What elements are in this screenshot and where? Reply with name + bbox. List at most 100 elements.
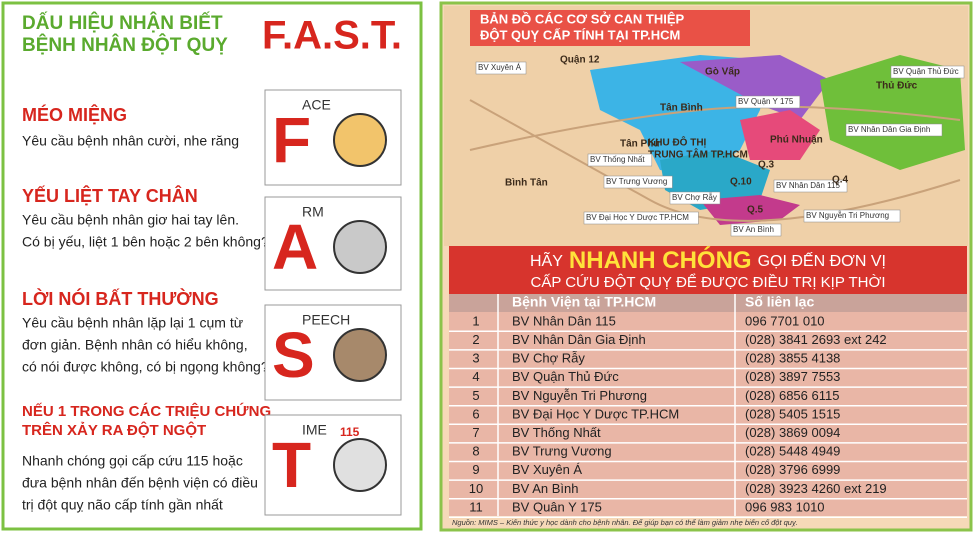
phone-number: (028) 3796 6999 bbox=[745, 462, 840, 477]
hospital-label-bg bbox=[603, 175, 673, 189]
row-number: 7 bbox=[472, 425, 479, 440]
hospital-label-bg bbox=[730, 223, 782, 237]
letter-word: IME bbox=[302, 422, 327, 438]
hospital-label: BV Chợ Rẫy bbox=[672, 193, 717, 202]
row-number: 8 bbox=[472, 444, 479, 459]
panel-title: DẤU HIỆU NHẬN BIẾT bbox=[22, 12, 223, 34]
hospital-label: BV Quận Thủ Đức bbox=[893, 67, 959, 76]
banner-line: HÃY NHANH CHÓNG GỌI ĐẾN ĐƠN VỊ bbox=[530, 246, 886, 274]
banner bbox=[449, 246, 967, 294]
map-title-box bbox=[470, 10, 750, 46]
phone-number: (028) 3897 7553 bbox=[745, 369, 840, 384]
big-letter: S bbox=[272, 319, 315, 391]
section-heading: TRÊN XẢY RA ĐỘT NGỘT bbox=[22, 421, 206, 439]
hospital-label: BV Xuyên Á bbox=[478, 63, 522, 72]
section-heading: LỜI NÓI BẤT THƯỜNG bbox=[22, 288, 219, 309]
section-heading: NẾU 1 TRONG CÁC TRIỆU CHỨNG bbox=[22, 402, 271, 420]
section-heading: MÉO MIỆNG bbox=[22, 104, 127, 125]
hospital-name: BV Xuyên Á bbox=[512, 462, 582, 477]
section-heading: YẾU LIỆT TAY CHÂN bbox=[22, 185, 198, 206]
big-letter: T bbox=[272, 429, 311, 501]
hospital-label-bg bbox=[587, 153, 653, 167]
hospital-label-bg bbox=[890, 65, 965, 79]
phone-number: (028) 6856 6115 bbox=[745, 388, 839, 403]
illustration bbox=[333, 220, 387, 274]
brand: F.A.S.T. bbox=[262, 14, 402, 58]
district-label: Bình Tân bbox=[505, 178, 548, 189]
hospital-name: BV Nhân Dân 115 bbox=[512, 313, 616, 328]
banner-line: CẤP CỨU ĐỘT QUỴ ĐỂ ĐƯỢC ĐIỀU TRỊ KỊP THỜ… bbox=[530, 273, 885, 291]
phone-number: 096 983 1010 bbox=[745, 499, 825, 514]
phone-number: (028) 3923 4260 ext 219 bbox=[745, 481, 887, 496]
section-body: Yêu cầu bệnh nhân giơ hai tay lên. bbox=[22, 212, 239, 228]
section-body: đơn giản. Bệnh nhân có hiểu không, bbox=[22, 337, 248, 353]
district-label: TRUNG TÂM TP.HCM bbox=[648, 148, 748, 161]
phone-number: (028) 3855 4138 bbox=[745, 351, 840, 366]
district bbox=[740, 110, 820, 160]
illustration bbox=[333, 438, 387, 492]
hospital-label: BV Nhân Dân 115 bbox=[776, 181, 840, 190]
big-letter: F bbox=[272, 104, 311, 176]
district-label: Thủ Đức bbox=[876, 81, 918, 92]
hospital-label-bg bbox=[669, 191, 721, 205]
section-body: trị đột quỵ não cấp tính gần nhất bbox=[22, 497, 223, 513]
district-label: Q.3 bbox=[758, 160, 775, 171]
hospital-label-bg bbox=[475, 61, 527, 75]
hospital-name: BV Trưng Vương bbox=[512, 444, 612, 459]
row-number: 5 bbox=[472, 388, 479, 403]
row-number: 11 bbox=[469, 499, 483, 514]
banner-part: HÃY bbox=[530, 250, 563, 270]
row-number: 9 bbox=[472, 462, 479, 477]
district-label: Gò Vấp bbox=[705, 66, 740, 78]
hospital-name: BV Nguyễn Tri Phương bbox=[512, 388, 647, 403]
phone-number: 096 7701 010 bbox=[745, 313, 825, 328]
section-body: Có bị yếu, liệt 1 bên hoặc 2 bên không? bbox=[22, 234, 269, 250]
hospital-label: BV Nguyễn Tri Phương bbox=[806, 211, 889, 220]
map-title: ĐỘT QUỴ CẤP TÍNH TẠI TP.HCM bbox=[480, 27, 680, 42]
hospital-name: BV Đại Học Y Dược TP.HCM bbox=[512, 406, 679, 421]
letter-word: PEECH bbox=[302, 312, 350, 328]
illustration bbox=[333, 113, 387, 167]
phone-number: (028) 3869 0094 bbox=[745, 425, 840, 440]
district-label: Tân Bình bbox=[660, 103, 703, 114]
letter-word: RM bbox=[302, 204, 324, 220]
hospital-label-bg bbox=[773, 179, 848, 193]
hospital-label-bg bbox=[735, 95, 801, 109]
hospital-name: BV Nhân Dân Gia Định bbox=[512, 332, 646, 347]
map-title: BẢN ĐỒ CÁC CƠ SỞ CAN THIỆP bbox=[480, 11, 685, 26]
district-label: Quận 12 bbox=[560, 55, 600, 66]
district-label: Q.10 bbox=[730, 177, 752, 188]
hospital-label: BV Trưng Vương bbox=[606, 177, 667, 186]
row-number: 3 bbox=[472, 351, 479, 366]
section-body: Yêu cầu bệnh nhân cười, nhe răng bbox=[22, 133, 239, 149]
road bbox=[469, 105, 961, 151]
section-body: Yêu cầu bệnh nhân lặp lại 1 cụm từ bbox=[22, 315, 243, 331]
hospital-name: BV Thống Nhất bbox=[512, 425, 601, 440]
source-note: Nguồn: MIMS – Kiến thức y học dành cho b… bbox=[452, 518, 798, 527]
hospital-name: BV Quận Thủ Đức bbox=[512, 369, 619, 384]
district bbox=[700, 195, 800, 225]
table-header-bg bbox=[449, 294, 967, 312]
hospital-name: BV An Bình bbox=[512, 481, 579, 496]
section-body: có nói được không, có bị ngọng không? bbox=[22, 359, 269, 375]
letter-word: ACE bbox=[302, 97, 331, 113]
section-body: đưa bệnh nhân đến bệnh viện có điều bbox=[22, 475, 258, 491]
district-label: Phú Nhuận bbox=[770, 135, 823, 146]
table-header: Số liên lạc bbox=[745, 294, 814, 310]
hospital-label: BV An Bình bbox=[733, 225, 774, 234]
hospital-label-bg bbox=[803, 209, 901, 223]
row-number: 10 bbox=[469, 481, 483, 496]
badge: 115 bbox=[340, 425, 360, 439]
hospital-label: BV Thống Nhất bbox=[590, 155, 645, 164]
banner-part: GỌI ĐẾN ĐƠN VỊ bbox=[758, 251, 886, 270]
illustration bbox=[333, 328, 387, 382]
district-label: Tân Phú bbox=[620, 139, 659, 150]
district-label: KHU ĐÔ THỊ bbox=[648, 136, 707, 149]
banner-part: NHANH CHÓNG bbox=[569, 246, 752, 274]
hospital-name: BV Chợ Rẫy bbox=[512, 351, 585, 366]
hospital-label: BV Nhân Dân Gia Định bbox=[848, 125, 930, 134]
district-label: Q.5 bbox=[747, 205, 764, 216]
row-number: 1 bbox=[472, 313, 479, 328]
row-number: 6 bbox=[472, 406, 479, 421]
district-label: Q.4 bbox=[832, 175, 849, 186]
